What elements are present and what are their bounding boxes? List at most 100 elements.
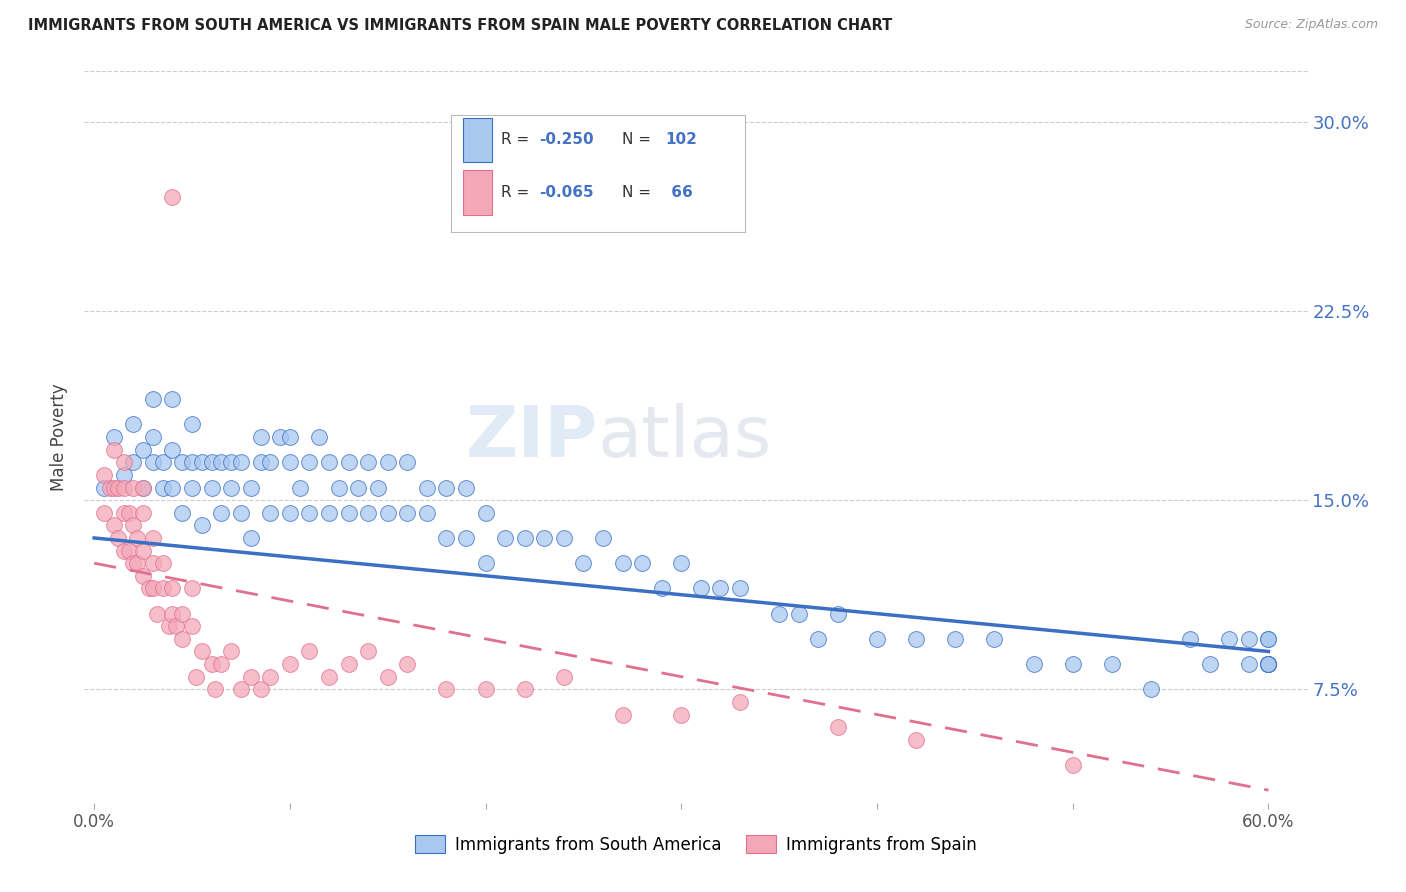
Point [132,442,155,457]
Point [827,607,849,621]
Point [328,481,350,495]
Point [436,531,458,545]
Point [142,582,165,596]
Point [191,518,214,533]
Point [377,506,399,520]
Point [396,455,419,469]
Point [513,682,536,697]
Point [1257,657,1279,671]
Point [866,632,889,646]
Point [1257,657,1279,671]
Point [377,670,399,684]
Point [249,430,271,444]
Point [318,506,340,520]
Point [249,455,271,469]
Point [709,582,731,596]
Point [219,481,242,495]
Point [172,455,194,469]
Point [337,657,360,671]
Point [152,481,174,495]
Point [209,455,232,469]
Point [436,481,458,495]
Point [93,467,115,482]
Y-axis label: Male Poverty: Male Poverty [51,384,69,491]
Point [118,543,141,558]
Point [278,455,301,469]
Point [1257,657,1279,671]
Point [165,619,187,633]
Point [162,607,184,621]
Point [249,682,271,697]
Point [612,556,634,570]
Point [298,455,321,469]
Point [191,455,214,469]
Point [553,670,575,684]
Point [93,506,115,520]
Point [229,506,252,520]
Point [184,670,207,684]
Point [239,531,262,545]
Point [107,481,129,495]
Point [142,392,165,407]
Point [278,430,301,444]
Point [298,644,321,658]
Point [112,481,135,495]
Point [416,506,439,520]
Point [162,481,184,495]
Point [651,582,673,596]
Point [396,657,419,671]
Point [122,518,145,533]
Point [689,582,711,596]
Point [436,682,458,697]
Point [152,582,174,596]
Point [943,632,966,646]
Point [288,481,311,495]
Point [209,657,232,671]
Point [671,556,693,570]
Point [181,417,204,432]
Point [181,481,204,495]
Point [200,455,222,469]
Point [728,695,751,709]
Text: IMMIGRANTS FROM SOUTH AMERICA VS IMMIGRANTS FROM SPAIN MALE POVERTY CORRELATION : IMMIGRANTS FROM SOUTH AMERICA VS IMMIGRA… [28,18,893,33]
Point [533,531,555,545]
Point [112,467,135,482]
Point [162,392,184,407]
Point [318,455,340,469]
Point [172,506,194,520]
Point [142,455,165,469]
Point [127,531,149,545]
Point [474,682,496,697]
Point [172,607,194,621]
Point [259,506,281,520]
Point [103,481,125,495]
Point [787,607,810,621]
Point [1178,632,1201,646]
Point [122,556,145,570]
Point [298,506,321,520]
Point [259,670,281,684]
Point [983,632,1005,646]
Point [138,582,160,596]
Point [209,506,232,520]
Point [1062,758,1084,772]
Point [1218,632,1240,646]
Text: ZIP: ZIP [465,402,598,472]
Point [181,582,204,596]
Point [1257,657,1279,671]
Point [1237,657,1260,671]
Point [592,531,614,545]
Point [1257,657,1279,671]
Point [103,430,125,444]
Point [142,556,165,570]
Point [132,543,155,558]
Point [118,506,141,520]
Text: atlas: atlas [598,402,772,472]
Point [103,442,125,457]
Point [204,682,226,697]
Point [513,531,536,545]
Point [181,619,204,633]
Point [337,455,360,469]
Point [474,506,496,520]
Point [122,481,145,495]
